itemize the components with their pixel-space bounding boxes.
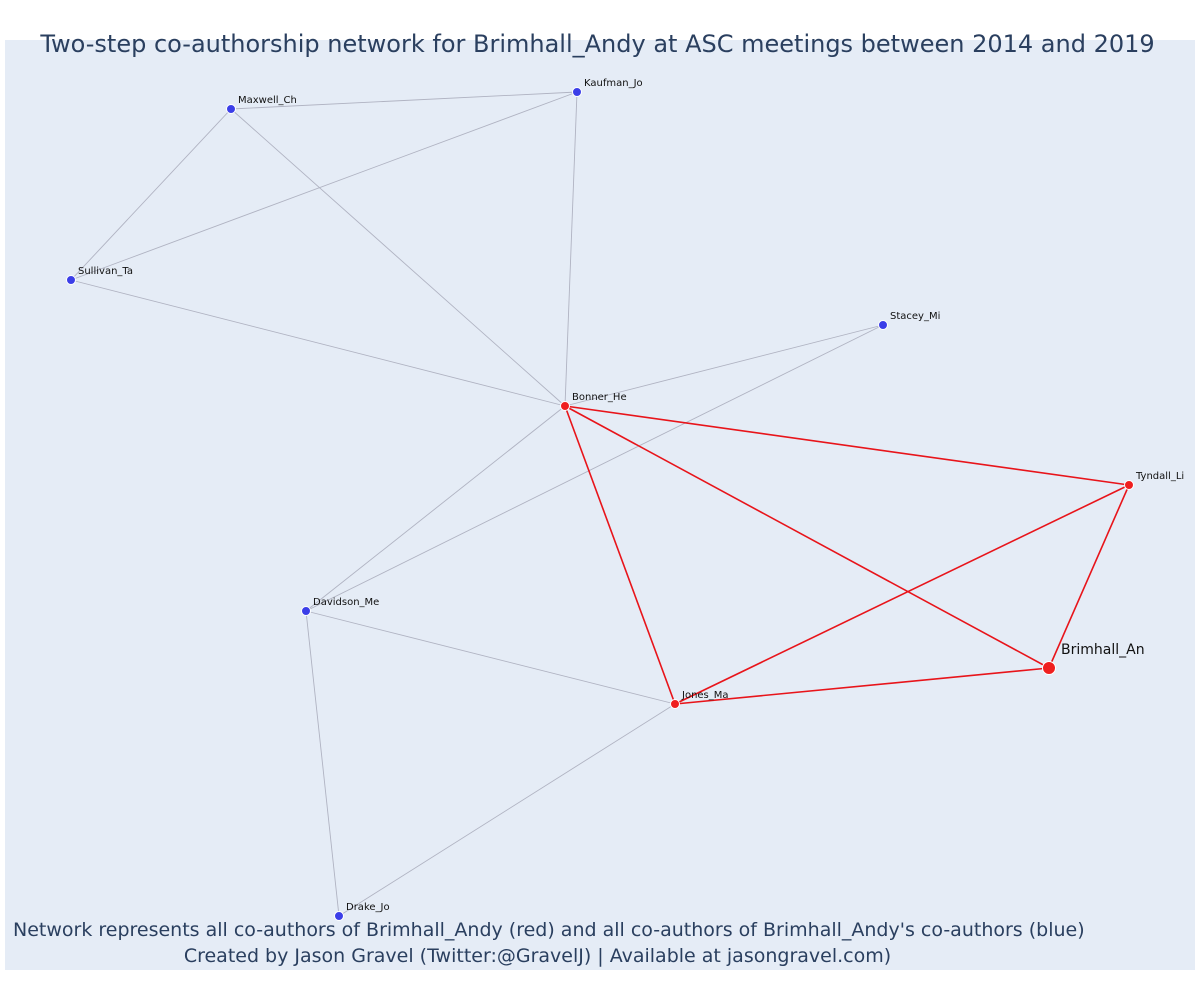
caption-line-1: Network represents all co-authors of Bri… [13,919,1085,941]
plot-background [5,40,1195,970]
node-jones[interactable] [670,699,680,709]
edge-bonner-davidson [305,405,566,612]
node-label-tyndall: Tyndall_Li [1135,471,1184,482]
node-label-brimhall: Brimhall_An [1061,642,1145,658]
node-sullivan[interactable] [66,275,76,285]
edge-maxwell-bonner [230,108,566,407]
edge-tyndall-brimhall [1048,484,1130,669]
node-label-drake: Drake_Jo [346,902,390,913]
chart-title: Two-step co-authorship network for Brimh… [40,30,1155,58]
edge-davidson-jones [305,610,676,705]
node-stacey[interactable] [878,320,888,330]
node-tyndall[interactable] [1124,480,1134,490]
node-label-kaufman: Kaufman_Jo [584,78,643,89]
edge-maxwell-kaufman [230,91,578,110]
edge-jones-brimhall [674,667,1050,705]
edge-stacey-davidson [305,324,884,612]
edge-tyndall-jones [674,484,1130,705]
node-label-stacey: Stacey_Mi [890,311,940,322]
node-label-jones: Jones_Ma [681,690,729,701]
edge-stacey-bonner [564,324,884,407]
labels-layer: Brimhall_An Bonner_He Tyndall_Li Jones_Ma Ma… [78,78,1184,913]
edge-bonner-brimhall [564,405,1050,669]
node-davidson[interactable] [301,606,311,616]
edge-kaufman-sullivan [70,91,578,281]
node-drake[interactable] [334,911,344,921]
node-maxwell[interactable] [226,104,236,114]
node-kaufman[interactable] [572,87,582,97]
edges-layer [70,91,1130,917]
node-brimhall[interactable] [1042,661,1056,675]
nodes-layer [66,87,1134,921]
edge-maxwell-sullivan [70,108,232,281]
node-label-maxwell: Maxwell_Ch [238,95,297,106]
edge-drake-jones [338,703,676,917]
edge-bonner-tyndall [564,405,1130,486]
node-bonner[interactable] [560,401,570,411]
node-label-sullivan: Sullivan_Ta [78,266,133,277]
caption-line-2: Created by Jason Gravel (Twitter:@Gravel… [183,945,892,967]
edge-davidson-drake [305,610,340,917]
edge-kaufman-bonner [564,91,578,407]
node-label-davidson: Davidson_Me [313,597,379,608]
edge-bonner-jones [564,405,676,705]
edge-sullivan-bonner [70,279,566,407]
node-label-bonner: Bonner_He [572,392,627,403]
